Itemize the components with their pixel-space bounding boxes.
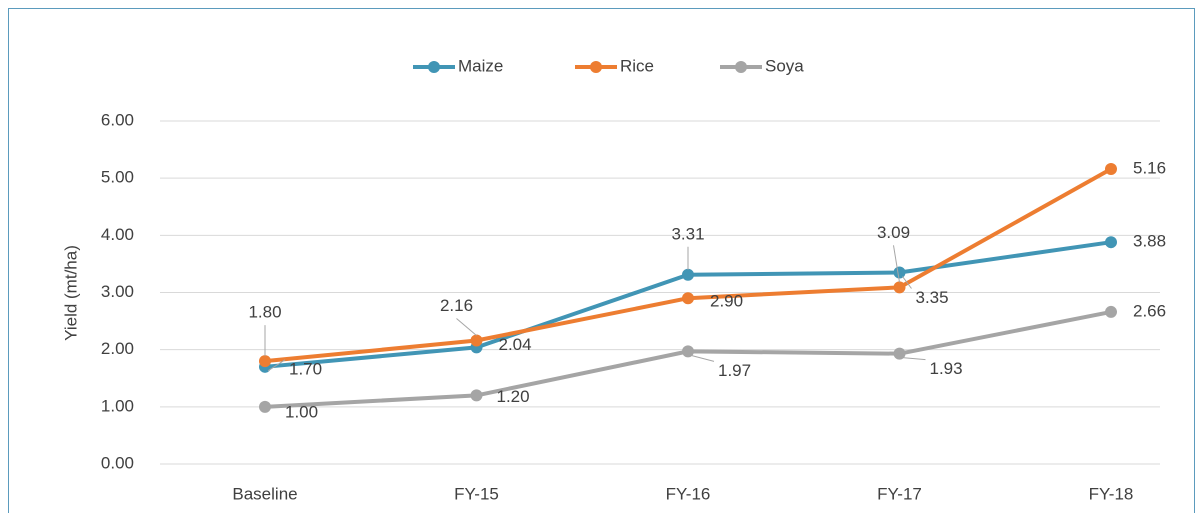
y-tick-label: 1.00: [101, 396, 134, 415]
data-point: [470, 334, 483, 347]
y-tick-label: 6.00: [101, 110, 134, 129]
data-label: 1.80: [248, 303, 281, 322]
data-label: 5.16: [1133, 159, 1166, 178]
data-label: 1.93: [930, 359, 963, 378]
data-point: [1105, 163, 1117, 176]
data-label: 2.04: [499, 335, 532, 354]
data-point: [682, 345, 694, 358]
x-tick-label: FY-17: [877, 484, 922, 503]
data-label: 3.09: [877, 223, 910, 242]
legend-marker: [735, 61, 747, 73]
data-point: [682, 292, 694, 305]
leader-line: [902, 276, 912, 289]
data-point: [259, 355, 271, 368]
legend-label: Soya: [765, 56, 804, 75]
x-tick-label: FY-16: [666, 484, 711, 503]
y-tick-label: 4.00: [101, 225, 134, 244]
y-axis-label: Yield (mt/ha): [61, 245, 80, 341]
data-label: 3.31: [671, 224, 704, 243]
legend-marker: [590, 61, 602, 73]
data-label: 1.97: [718, 361, 751, 380]
x-tick-label: FY-15: [454, 484, 499, 503]
data-label: 3.35: [916, 288, 949, 307]
data-point: [893, 266, 906, 279]
leader-line: [690, 354, 715, 362]
data-point: [1105, 236, 1117, 249]
y-tick-label: 2.00: [101, 339, 134, 358]
y-tick-label: 5.00: [101, 168, 134, 187]
leader-line: [267, 359, 286, 372]
data-point: [259, 400, 271, 413]
leader-line: [893, 245, 900, 283]
y-tick-label: 0.00: [101, 453, 134, 472]
data-label: 3.88: [1133, 232, 1166, 251]
data-label: 1.00: [285, 402, 318, 421]
data-point: [682, 268, 694, 281]
legend-label: Maize: [458, 56, 503, 75]
data-label: 2.90: [710, 292, 743, 311]
x-tick-label: FY-18: [1089, 484, 1134, 503]
data-point: [470, 389, 483, 402]
data-point: [893, 347, 906, 360]
legend-label: Rice: [620, 56, 654, 75]
leader-line: [456, 318, 477, 336]
y-tick-label: 3.00: [101, 282, 134, 301]
data-label: 2.16: [440, 296, 473, 315]
x-tick-label: Baseline: [232, 484, 297, 503]
data-point: [893, 281, 906, 294]
data-label: 1.70: [289, 359, 322, 378]
data-label: 2.66: [1133, 301, 1166, 320]
leader-line: [902, 357, 926, 361]
chart-frame: [8, 8, 1195, 513]
data-label: 1.20: [497, 387, 530, 406]
legend-marker: [428, 61, 440, 73]
data-point: [1105, 305, 1117, 318]
